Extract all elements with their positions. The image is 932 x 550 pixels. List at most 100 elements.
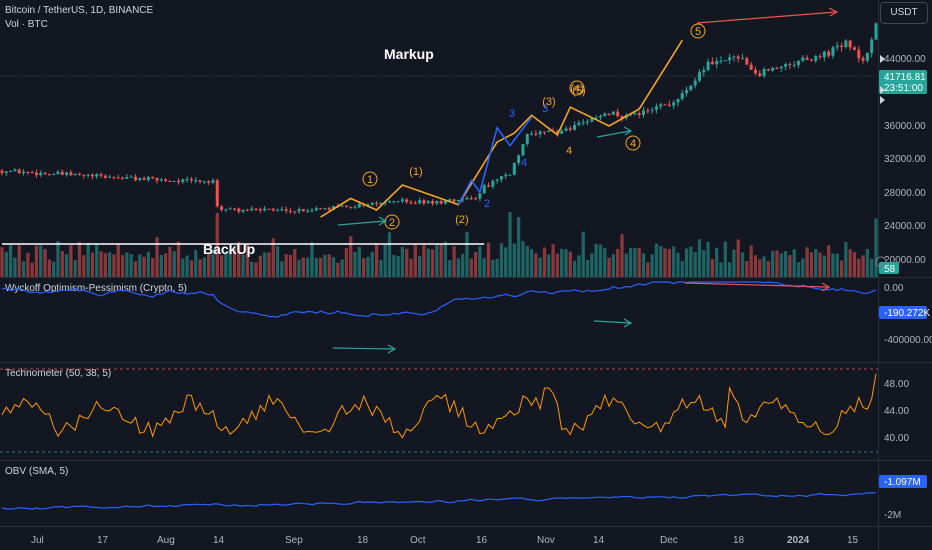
candle-body — [796, 60, 801, 65]
time-tick: 14 — [593, 535, 605, 546]
volume-bar — [374, 243, 379, 277]
volume-bar — [60, 251, 64, 277]
candle-body — [448, 199, 452, 201]
candle-body — [753, 69, 757, 74]
volume-bar — [779, 253, 783, 277]
volume-bar — [758, 259, 762, 277]
scale-circle-icon[interactable] — [875, 256, 887, 268]
volume-bar — [224, 252, 228, 277]
volume-bar — [275, 245, 280, 277]
scale-marker — [880, 55, 885, 63]
volume-bar — [185, 255, 189, 277]
candle-body — [189, 179, 193, 181]
volume-bar — [443, 241, 448, 277]
volume-badge — [879, 262, 899, 274]
time-tick: 2024 — [787, 535, 810, 546]
candle-body — [809, 59, 813, 61]
symbol-title: Bitcoin / TetherUS, 1D, BINANCE — [5, 5, 154, 16]
wyckoff-tick: 0.00 — [884, 283, 904, 294]
wave-label: (3) — [542, 96, 555, 108]
volume-bar — [280, 261, 284, 277]
volume-bar — [732, 249, 736, 277]
volume-bar — [495, 258, 499, 277]
volume-bar — [852, 252, 857, 277]
volume-bar — [835, 253, 839, 277]
time-tick: 14 — [213, 535, 225, 546]
volume-bar — [107, 252, 112, 277]
volume-bar — [77, 241, 82, 277]
candle-body — [73, 173, 77, 176]
candle-body — [547, 130, 551, 132]
candle-body — [86, 174, 90, 176]
volume-bar — [667, 249, 671, 277]
volume-bar — [684, 248, 689, 277]
volume-bar — [426, 248, 430, 277]
candle-body — [185, 179, 189, 181]
last-price: 41716.81 — [884, 72, 926, 83]
candle-body — [456, 199, 460, 202]
volume-bar — [663, 248, 667, 277]
volume-bar — [672, 246, 676, 277]
time-tick: 16 — [476, 535, 488, 546]
candle-body — [65, 172, 69, 175]
candle-body — [779, 66, 783, 69]
candle-body — [9, 171, 13, 173]
candle-body — [758, 73, 762, 76]
wyckoff-line — [1, 281, 877, 318]
volume-bar — [318, 257, 323, 277]
candle-body — [13, 169, 17, 172]
candle-body — [426, 201, 430, 204]
volume-bar — [611, 254, 616, 277]
candle-body — [495, 179, 499, 181]
candle-body — [177, 180, 181, 183]
volume-bar — [465, 231, 469, 277]
candle-body — [775, 67, 779, 69]
candle-body — [642, 110, 646, 115]
wyckoff-title: Wyckoff Optimism-Pessimism (Crypto, 5) — [5, 283, 187, 294]
volume-bar — [250, 261, 254, 277]
volume-bar — [659, 246, 663, 277]
volume-bar — [525, 245, 529, 277]
volume-bar — [219, 255, 224, 277]
volume-bar — [8, 245, 13, 277]
candle-body — [168, 181, 172, 183]
volume-title: Vol · BTC — [5, 19, 48, 30]
techno-tick: 44.00 — [884, 406, 909, 417]
volume-bar — [155, 237, 159, 277]
candle-body — [736, 56, 740, 59]
volume-bar — [439, 243, 443, 277]
volume-bar — [547, 254, 551, 277]
volume-bar — [517, 217, 521, 277]
volume-bar — [616, 248, 620, 277]
volume-bar — [491, 259, 495, 277]
wave-label: (4) — [570, 83, 583, 95]
candle-body — [30, 172, 34, 174]
currency-button[interactable]: USDT — [880, 2, 928, 24]
volume-bar — [499, 243, 504, 277]
candle-body — [258, 209, 262, 211]
volume-bar — [26, 252, 30, 277]
volume-bar — [801, 258, 805, 277]
candle-body — [56, 171, 60, 175]
candle-body — [121, 177, 125, 179]
candle-body — [581, 122, 585, 124]
candle-body — [332, 205, 336, 210]
volume-bar — [534, 253, 538, 277]
candle-body — [603, 113, 607, 117]
volume-bar — [4, 251, 8, 277]
candle-body — [784, 64, 788, 67]
candle-body — [788, 64, 792, 66]
volume-bar — [478, 246, 482, 277]
volume-bar — [874, 218, 878, 277]
candle-body — [452, 199, 456, 202]
candle-body — [237, 208, 241, 212]
candle-body — [594, 117, 598, 119]
wave-sub-line — [457, 116, 533, 205]
volume-bar — [702, 250, 706, 277]
candle-body — [211, 180, 215, 183]
trend-arrows — [337, 7, 839, 226]
wave-label-circle — [625, 135, 641, 151]
volume-bar — [267, 252, 271, 277]
candle-body — [598, 116, 602, 118]
volume-bar — [379, 259, 383, 277]
